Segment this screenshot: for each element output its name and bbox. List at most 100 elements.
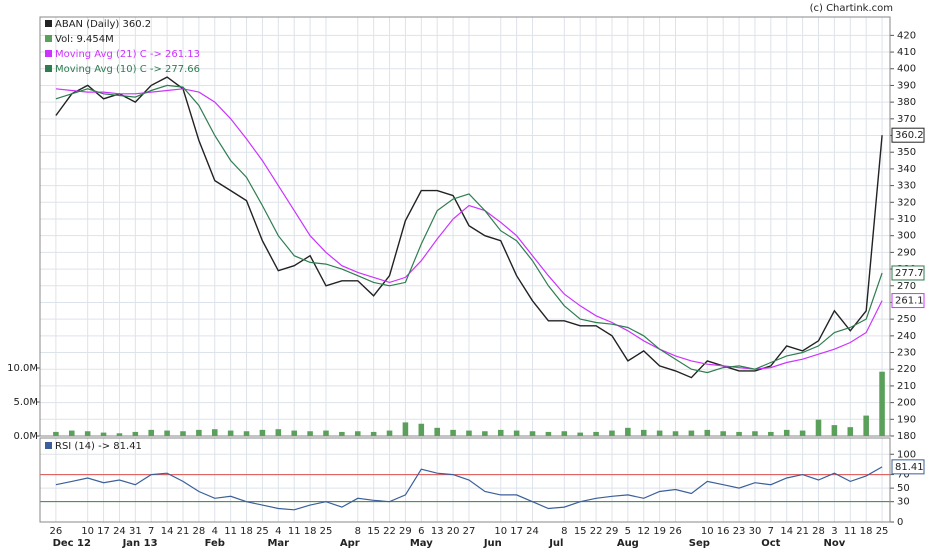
legend-swatch xyxy=(45,442,52,449)
x-tick-label: 4 xyxy=(212,526,218,537)
volume-bar xyxy=(752,431,758,436)
volume-bar xyxy=(593,431,599,436)
last-value-box xyxy=(891,265,925,281)
month-label: Oct xyxy=(761,538,780,549)
volume-bar xyxy=(640,429,647,436)
y-tick-label: 240 xyxy=(897,331,916,342)
last-value-box xyxy=(891,293,925,309)
volume-bar xyxy=(799,430,806,436)
x-tick-label: 18 xyxy=(860,526,873,537)
y-tick-label: 390 xyxy=(897,80,916,91)
volume-bar xyxy=(513,430,520,436)
x-tick-label: 10 xyxy=(81,526,94,537)
volume-bar xyxy=(259,429,266,436)
month-label: Sep xyxy=(689,538,710,549)
volume-bar xyxy=(879,371,885,436)
y-tick-label: 190 xyxy=(897,414,916,425)
x-tick-label: 10 xyxy=(494,526,507,537)
volume-bar xyxy=(815,419,822,436)
x-tick-label: 31 xyxy=(129,526,142,537)
month-label: Feb xyxy=(205,538,225,549)
y-tick-label: 100 xyxy=(897,449,916,460)
x-tick-label: 13 xyxy=(431,526,444,537)
month-label: Nov xyxy=(824,538,846,549)
x-tick-label: 15 xyxy=(574,526,587,537)
legend-label: Moving Avg (21) C -> 261.13 xyxy=(55,49,200,60)
x-tick-label: 8 xyxy=(355,526,361,537)
x-tick-label: 24 xyxy=(113,526,126,537)
y-tick-label: 340 xyxy=(897,164,916,175)
last-value-label: 360.2 xyxy=(895,130,924,141)
month-label: Mar xyxy=(267,538,289,549)
x-tick-label: 28 xyxy=(812,526,825,537)
volume-bar xyxy=(609,430,615,436)
y-tick-label: 70 xyxy=(897,470,910,481)
month-label: Jul xyxy=(548,538,563,549)
legend-swatch xyxy=(45,35,52,42)
y-tick-label: 350 xyxy=(897,147,916,158)
volume-bar xyxy=(497,429,504,436)
x-tick-label: 7 xyxy=(768,526,774,537)
x-tick-label: 4 xyxy=(275,526,281,537)
legend-label: RSI (14) -> 81.41 xyxy=(55,441,142,452)
x-tick-label: 11 xyxy=(844,526,857,537)
x-tick-label: 17 xyxy=(510,526,523,537)
y-tick-label: 310 xyxy=(897,214,916,225)
y-tick-label: 0 xyxy=(897,517,903,528)
x-tick-label: 11 xyxy=(288,526,301,537)
volume-bar xyxy=(227,430,234,436)
y-tick-label: 420 xyxy=(897,30,916,41)
price-line xyxy=(55,76,883,379)
volume-bar xyxy=(672,431,679,436)
x-tick-label: 23 xyxy=(733,526,746,537)
volume-bar xyxy=(354,431,361,436)
x-tick-label: 14 xyxy=(161,526,174,537)
x-tick-label: 21 xyxy=(177,526,190,537)
x-tick-label: 17 xyxy=(97,526,110,537)
y-tick-label: 380 xyxy=(897,97,916,108)
panel-frame xyxy=(39,437,891,523)
y-tick-label: 220 xyxy=(897,364,916,375)
volume-bar xyxy=(482,431,488,436)
volume-bar xyxy=(418,423,425,436)
volume-bar xyxy=(561,431,568,436)
volume-bar xyxy=(863,415,869,436)
volume-bar xyxy=(164,430,170,436)
volume-bar xyxy=(211,429,218,436)
x-tick-label: 25 xyxy=(256,526,269,537)
y-tick-label: 290 xyxy=(897,247,916,258)
legend-label: ABAN (Daily) 360.2 xyxy=(55,19,151,30)
x-tick-label: 30 xyxy=(749,526,762,537)
x-tick-label: 8 xyxy=(561,526,567,537)
volume-bar xyxy=(323,430,329,436)
indicator-line xyxy=(55,466,883,511)
x-tick-label: 22 xyxy=(383,526,396,537)
y-tick-label: 50 xyxy=(897,483,910,494)
last-value-label: 277.7 xyxy=(895,268,924,279)
y-tick-label: 180 xyxy=(897,431,916,442)
volume-bar xyxy=(148,429,154,436)
volume-bar xyxy=(196,429,202,436)
volume-bar xyxy=(370,431,377,436)
x-tick-label: 26 xyxy=(669,526,682,537)
volume-bar xyxy=(68,430,75,436)
month-label: Apr xyxy=(340,538,360,549)
volume-bar xyxy=(132,431,139,436)
last-value-box xyxy=(891,127,925,143)
month-label: Jan 13 xyxy=(122,538,158,549)
x-tick-label: 11 xyxy=(224,526,237,537)
x-tick-label: 26 xyxy=(50,526,63,537)
y-tick-label: 250 xyxy=(897,314,916,325)
volume-bar xyxy=(100,432,107,436)
volume-bar xyxy=(450,429,456,436)
x-tick-label: 25 xyxy=(876,526,889,537)
panel-frame xyxy=(39,16,891,437)
legend-swatch xyxy=(45,50,52,57)
volume-bar xyxy=(275,429,282,436)
volume-bar xyxy=(84,431,91,436)
volume-bar xyxy=(577,432,583,436)
last-value-label: 81.41 xyxy=(895,462,924,473)
month-label: Jun xyxy=(483,538,502,549)
x-tick-label: 7 xyxy=(148,526,154,537)
month-label: Dec 12 xyxy=(53,538,91,549)
